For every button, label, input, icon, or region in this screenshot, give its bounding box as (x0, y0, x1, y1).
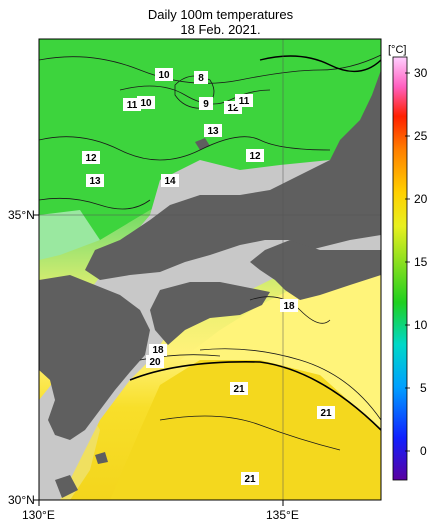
front-line (259, 55, 381, 73)
contour-label: 13 (204, 124, 222, 137)
svg-text:11: 11 (127, 100, 138, 111)
contour-label: 10 (137, 96, 155, 109)
contour-label: 21 (241, 472, 259, 485)
pale-water (39, 210, 100, 260)
svg-text:12: 12 (227, 103, 239, 114)
svg-text:12: 12 (249, 151, 261, 162)
contour-label: 9 (199, 97, 213, 110)
contour-label: 14 (161, 174, 179, 187)
colorbar-tick-label: 30 (414, 66, 428, 80)
land-kyushu (39, 275, 150, 440)
colorbar-tick-label: 20 (414, 192, 428, 206)
contour-label: 8 (194, 71, 208, 84)
land-islands-south (55, 452, 108, 498)
svg-text:10: 10 (140, 98, 152, 109)
lon-label-130: 130°E (22, 508, 55, 522)
svg-text:11: 11 (239, 96, 250, 107)
map-date: 18 Feb. 2021. (180, 22, 261, 37)
svg-text:18: 18 (152, 345, 164, 356)
colorbar (392, 56, 408, 481)
svg-text:14: 14 (164, 176, 176, 187)
svg-text:13: 13 (207, 126, 219, 137)
pacific-warm-water (110, 360, 381, 500)
contour-label: 12 (82, 151, 100, 164)
japan-sea-green (39, 39, 381, 250)
tick-marks (33, 214, 284, 506)
contour-label: 18 (149, 344, 167, 356)
svg-text:8: 8 (198, 73, 204, 84)
colorbar-tick-label: 5 (420, 381, 427, 395)
lat-label-35: 35°N (8, 208, 35, 222)
contour-label: 11 (123, 98, 141, 111)
contour-label: 13 (86, 174, 104, 187)
kuroshio-axis (129, 361, 381, 431)
land-shikoku (150, 282, 270, 345)
map-frame (38, 38, 382, 501)
colorbar-tick-label: 0 (420, 444, 427, 458)
colorbar-tick-label: 15 (414, 255, 428, 269)
land-honshu (85, 70, 381, 280)
lon-label-135: 135°E (266, 508, 299, 522)
map-title: Daily 100m temperatures (147, 7, 294, 22)
colorbar-tick-label: 25 (414, 129, 428, 143)
contour-label: 21 (230, 382, 248, 395)
svg-text:10: 10 (158, 70, 170, 81)
graticule (39, 39, 381, 500)
contour-label: 21 (317, 406, 335, 419)
svg-text:18: 18 (283, 301, 295, 312)
contour-label: 10 (155, 68, 173, 81)
colorbar-tick-label: 10 (414, 318, 428, 332)
svg-text:20: 20 (149, 357, 161, 368)
svg-text:13: 13 (89, 176, 101, 187)
svg-text:9: 9 (203, 99, 209, 110)
contour-labels: 8 10 9 11 10 12 11 13 12 12 13 14 18 18 … (82, 68, 335, 485)
colorbar-unit: [°C] (388, 44, 407, 56)
contour-label: 20 (146, 355, 164, 368)
svg-text:21: 21 (320, 408, 332, 419)
contour-label: 11 (235, 94, 253, 107)
svg-text:21: 21 (233, 384, 245, 395)
kuroshio-edge (180, 260, 381, 430)
contour-label: 12 (246, 149, 264, 162)
svg-text:21: 21 (244, 474, 256, 485)
svg-text:12: 12 (85, 153, 97, 164)
lat-label-30: 30°N (8, 493, 35, 507)
contour-label: 18 (280, 299, 298, 312)
colorbar-ticks (405, 72, 410, 452)
